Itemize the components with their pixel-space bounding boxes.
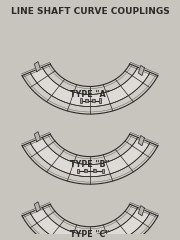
FancyBboxPatch shape xyxy=(93,169,96,173)
Bar xyxy=(100,239,102,240)
Text: TYPE "B": TYPE "B" xyxy=(70,160,110,169)
Polygon shape xyxy=(138,206,144,216)
Polygon shape xyxy=(42,204,138,235)
Text: LINE SHAFT CURVE COUPLINGS: LINE SHAFT CURVE COUPLINGS xyxy=(11,6,169,16)
Text: TYPE "C": TYPE "C" xyxy=(70,230,110,240)
Polygon shape xyxy=(34,62,40,72)
Text: TYPE "A": TYPE "A" xyxy=(70,90,110,99)
Polygon shape xyxy=(30,208,150,240)
Polygon shape xyxy=(138,65,144,76)
Polygon shape xyxy=(30,138,150,177)
FancyBboxPatch shape xyxy=(84,169,87,173)
Polygon shape xyxy=(22,72,158,114)
Polygon shape xyxy=(30,67,150,107)
Polygon shape xyxy=(42,134,138,165)
Polygon shape xyxy=(22,213,158,240)
Bar xyxy=(99,98,101,103)
FancyBboxPatch shape xyxy=(92,239,95,240)
Polygon shape xyxy=(34,132,40,142)
Polygon shape xyxy=(42,64,138,94)
Bar xyxy=(79,239,81,240)
Bar xyxy=(80,98,82,103)
Polygon shape xyxy=(34,202,40,212)
FancyBboxPatch shape xyxy=(85,99,88,102)
Polygon shape xyxy=(138,136,144,146)
Bar xyxy=(77,168,79,173)
Polygon shape xyxy=(22,143,158,184)
FancyBboxPatch shape xyxy=(85,239,88,240)
FancyBboxPatch shape xyxy=(92,99,95,102)
Bar xyxy=(102,168,104,173)
